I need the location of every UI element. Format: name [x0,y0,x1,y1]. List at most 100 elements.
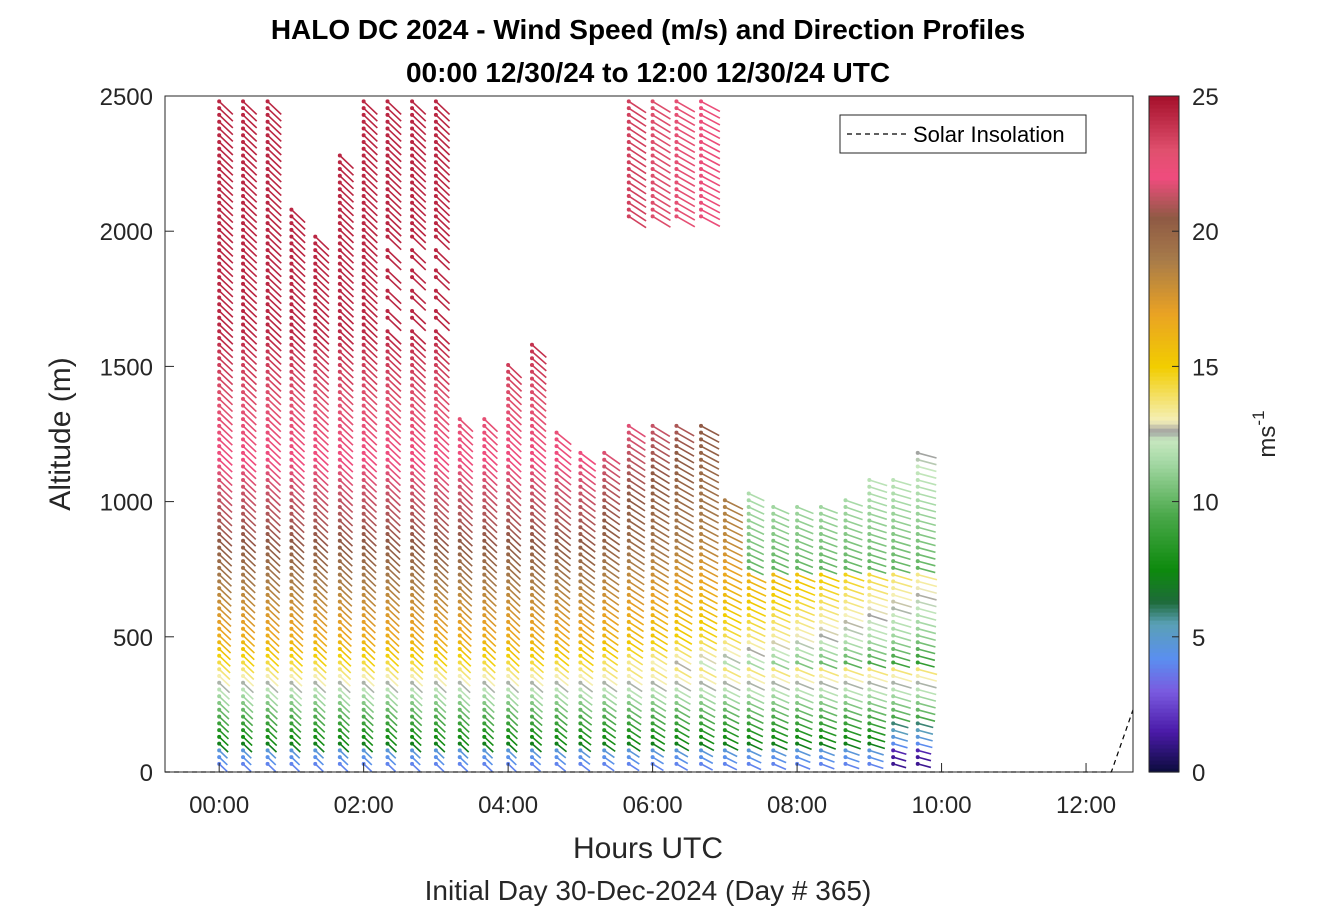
wind-barb [845,607,864,616]
wind-barb-head [265,227,270,232]
wind-barb [363,715,374,727]
wind-barb-head [410,565,415,570]
wind-barb [314,574,329,587]
wind-barb-head [217,660,222,665]
wind-barb-head [361,302,366,307]
wind-barb-head [385,633,390,638]
colorbar-band [1149,504,1179,509]
wind-barb-head [410,728,415,733]
colorbar-band [1149,372,1179,377]
wind-barb [290,459,306,473]
wind-barb-head [722,579,727,584]
wind-barb-head [313,349,318,354]
colorbar-band [1149,356,1179,361]
wind-barb-head [746,653,751,658]
wind-barb [267,269,282,285]
wind-barb [507,655,520,667]
wind-barb-head [410,464,415,469]
wind-barb [628,668,644,679]
wind-barb-head [650,701,655,706]
colorbar-band [1149,272,1179,277]
wind-barb [507,438,522,453]
wind-barb [242,134,258,149]
wind-barb-head [843,734,848,739]
wind-barb [290,628,304,641]
wind-barb-head [457,599,462,604]
wind-barb-head [433,626,438,631]
wind-barb-head [843,619,848,624]
wind-barb [290,344,306,359]
wind-barb [700,695,716,705]
wind-barb [411,607,425,621]
wind-barb-head [217,99,222,104]
wind-barb-head [361,336,366,341]
wind-barb-head [602,701,607,706]
wind-barb-head [410,660,415,665]
wind-barb-head [337,674,342,679]
wind-barb [242,154,258,170]
wind-barb-head [578,491,583,496]
wind-barb [579,492,596,506]
wind-barb-head [867,741,872,746]
wind-barb-head [313,396,318,401]
wind-barb-head [602,498,607,503]
colorbar-band [1149,376,1179,381]
wind-barb-head [626,545,631,550]
wind-barb-head [217,106,222,111]
wind-barb-head [506,363,511,368]
wind-barb [869,715,887,723]
wind-barb-head [433,572,438,577]
wind-barb [845,499,864,507]
wind-barb [411,594,425,607]
wind-barb [652,742,666,752]
wind-barb-head [843,741,848,746]
wind-barb [386,688,399,700]
wind-barb-head [433,234,438,239]
wind-barb-head [361,491,366,496]
wind-barb [435,648,448,661]
wind-barb [218,202,234,217]
wind-barb-head [337,505,342,510]
wind-barb-head [746,498,751,503]
wind-barb-head [529,505,534,510]
wind-barb [386,121,402,136]
wind-barb-head [674,674,679,679]
wind-barb [218,668,231,681]
wind-barb [339,682,351,694]
wind-barb-head [602,619,607,624]
wind-barb [556,742,568,753]
wind-barb [676,567,694,578]
wind-barb-head [217,254,222,259]
wind-barb-head [771,592,776,597]
wind-barb [676,580,694,592]
wind-barb [748,573,767,584]
wind-barb [556,438,572,453]
wind-barb [700,519,719,531]
wind-barb-head [554,579,559,584]
wind-barb [796,668,815,677]
wind-barb [628,168,647,182]
wind-barb-head [289,403,294,408]
wind-barb-head [361,437,366,442]
colorbar-band [1149,728,1179,733]
wind-barb-head [482,646,487,651]
wind-barb [917,709,936,716]
wind-barb [556,607,571,620]
wind-barb-head [578,457,583,462]
wind-barb [411,377,427,392]
wind-barb [267,526,281,540]
wind-barb [845,688,864,697]
wind-barb-head [313,275,318,280]
wind-barb-head [217,667,222,672]
wind-barb-head [410,200,415,205]
wind-barb [603,594,620,606]
wind-barb-head [529,363,534,368]
wind-barb [363,269,378,285]
wind-barb [676,114,696,127]
wind-barb [363,506,378,520]
wind-barb-head [313,667,318,672]
colorbar-band [1149,132,1179,137]
wind-barb [339,628,353,641]
wind-barb [290,621,304,634]
wind-barb [267,181,282,197]
